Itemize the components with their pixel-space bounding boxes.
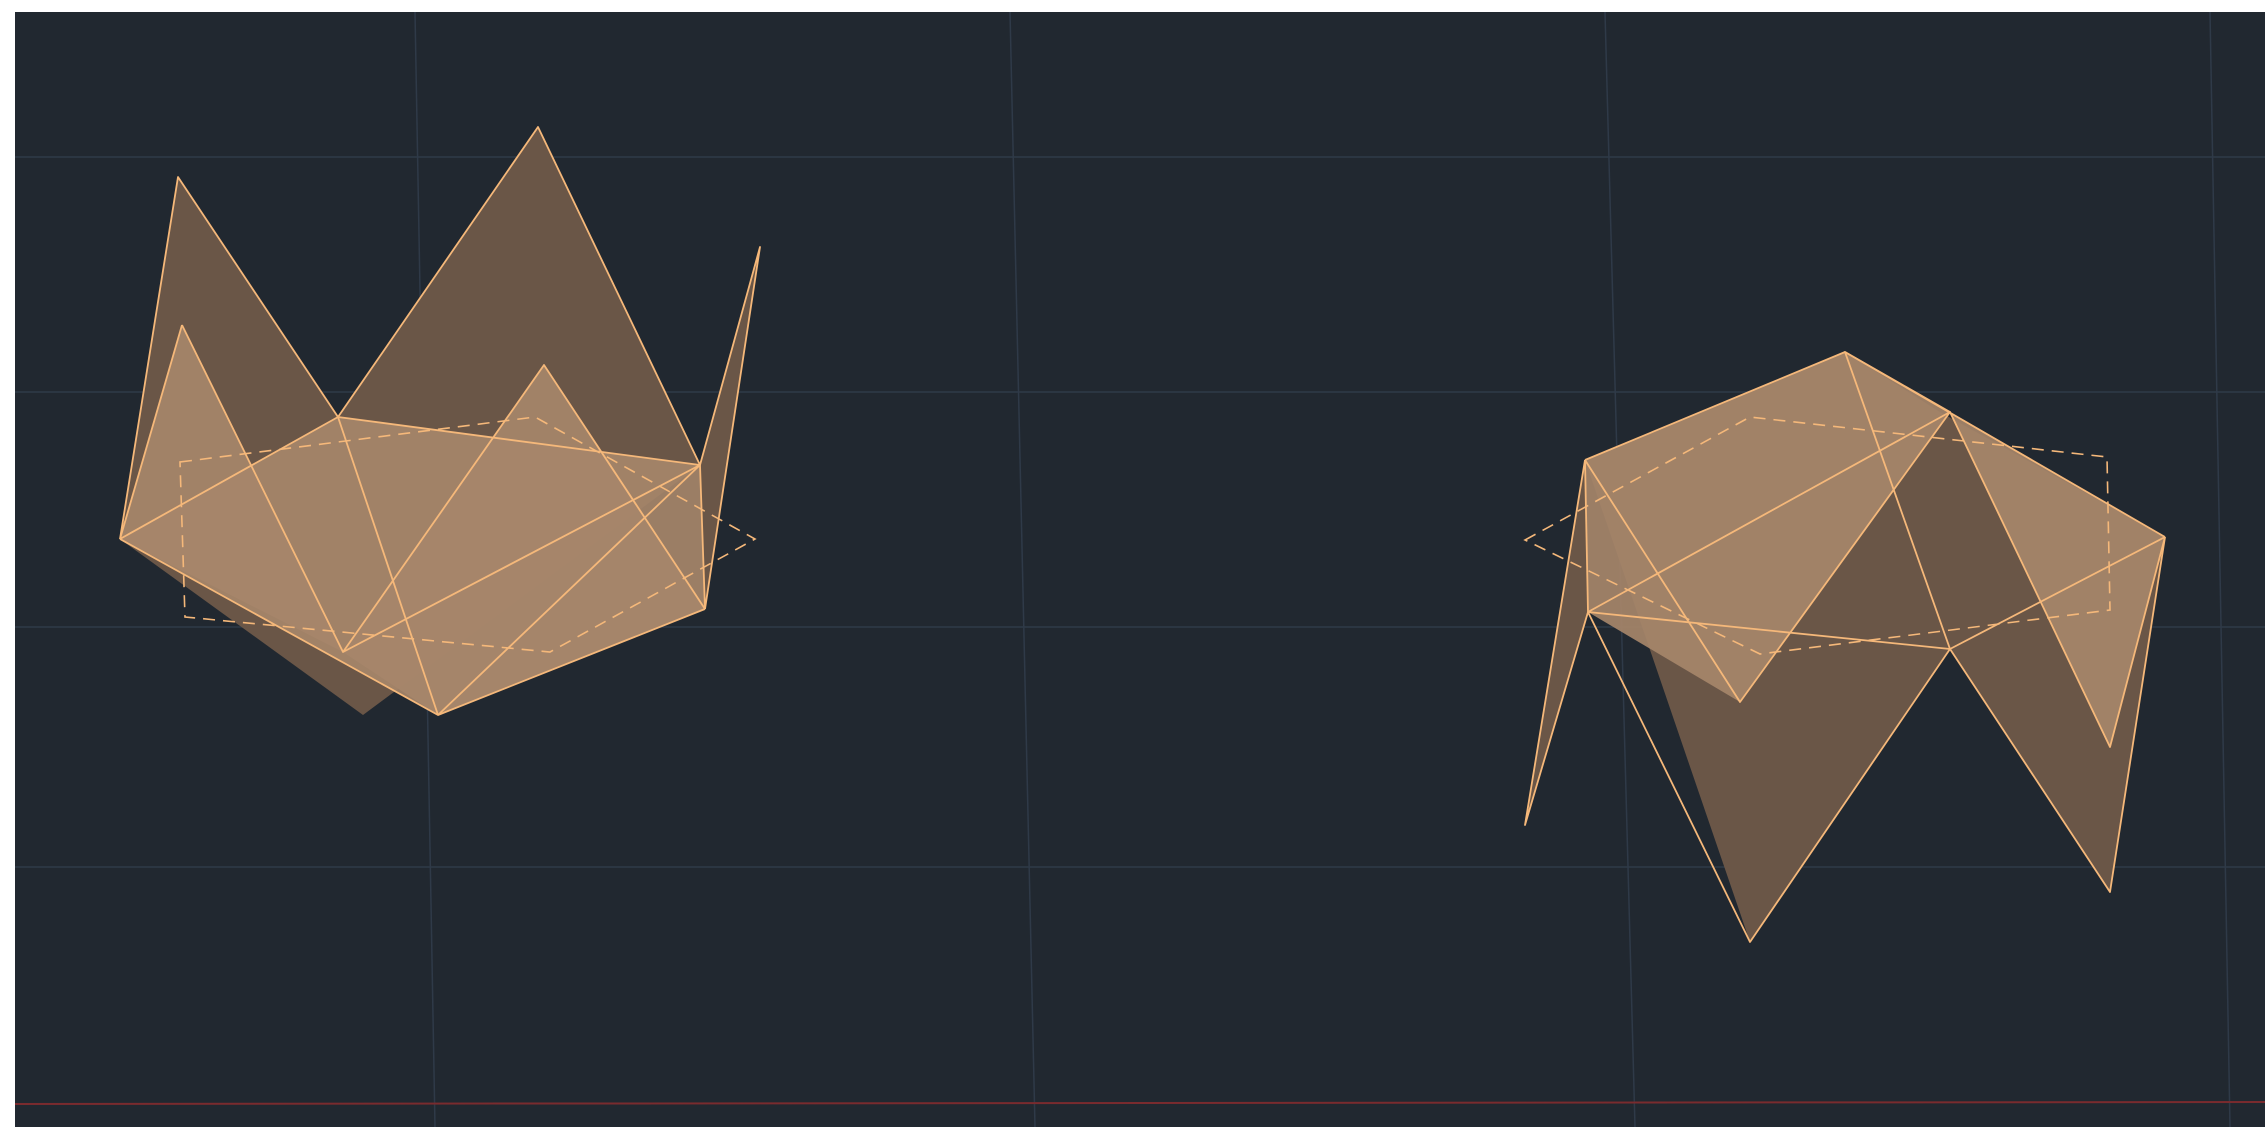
crown-outer-edge bbox=[119, 126, 761, 610]
crown-side-spike bbox=[700, 247, 760, 609]
crown-base-face bbox=[120, 417, 705, 715]
inverted-crown-top-faces bbox=[1585, 352, 2165, 747]
grid-line-v bbox=[1009, 12, 1036, 1127]
inverted-crown-edge bbox=[1584, 459, 1589, 613]
crown-edge bbox=[119, 324, 183, 540]
crown-edge bbox=[337, 416, 439, 716]
model-space-svg[interactable] bbox=[15, 12, 2265, 1127]
crown-edge bbox=[437, 464, 701, 716]
crown-front-spike-edges bbox=[181, 324, 706, 653]
grid-line-v bbox=[2209, 12, 2231, 1127]
drawing-canvas[interactable] bbox=[15, 12, 2265, 1127]
crown-edge bbox=[342, 464, 701, 653]
crown-solid-upright[interactable] bbox=[119, 126, 761, 716]
inverted-crown-edge bbox=[1587, 351, 1951, 650]
inverted-crown-outer-edge bbox=[1524, 459, 2166, 943]
crown-solid-inverted[interactable] bbox=[1523, 351, 2166, 943]
inverted-crown-hidden-outline bbox=[1523, 416, 2111, 655]
crown-hidden-outline bbox=[179, 416, 757, 653]
x-axis-line bbox=[15, 1101, 2265, 1105]
crown-rim-edge bbox=[119, 416, 706, 610]
